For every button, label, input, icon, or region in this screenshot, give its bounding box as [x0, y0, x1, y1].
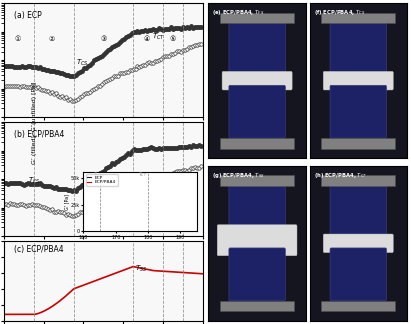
Text: (f) ECP/PBA4, $T_{CS}$: (f) ECP/PBA4, $T_{CS}$ — [314, 8, 365, 17]
Bar — [220, 13, 294, 23]
FancyBboxPatch shape — [217, 225, 297, 256]
FancyBboxPatch shape — [330, 248, 386, 301]
FancyBboxPatch shape — [229, 23, 285, 79]
Bar — [321, 301, 395, 311]
Text: (c) ECP/PBA4: (c) ECP/PBA4 — [14, 245, 64, 254]
Bar — [321, 175, 395, 186]
Bar — [220, 138, 294, 149]
FancyBboxPatch shape — [229, 85, 285, 138]
FancyBboxPatch shape — [323, 234, 393, 253]
Text: ②: ② — [48, 36, 55, 42]
FancyBboxPatch shape — [229, 248, 285, 301]
FancyBboxPatch shape — [330, 23, 386, 79]
Text: $T_{SS}$: $T_{SS}$ — [135, 263, 148, 273]
Text: ④: ④ — [144, 36, 150, 42]
Text: G’ (filled), G″(unfilled) [Pa]: G’ (filled), G″(unfilled) [Pa] — [32, 82, 37, 164]
Text: (e) ECP/PBA4, $T_{FS}$: (e) ECP/PBA4, $T_{FS}$ — [212, 8, 265, 17]
Text: (a) ECP: (a) ECP — [14, 11, 42, 20]
Bar — [321, 138, 395, 149]
FancyBboxPatch shape — [323, 71, 393, 90]
Text: $T_{FS}$: $T_{FS}$ — [28, 176, 40, 186]
FancyBboxPatch shape — [229, 186, 285, 242]
Text: $T_{CS}$: $T_{CS}$ — [76, 57, 88, 67]
Text: (h) ECP/PBA4, $T_{CT}$: (h) ECP/PBA4, $T_{CT}$ — [314, 170, 367, 179]
Text: $T_{CT}$: $T_{CT}$ — [152, 32, 165, 42]
FancyBboxPatch shape — [330, 85, 386, 138]
Bar — [321, 13, 395, 23]
Text: ⑤: ⑤ — [170, 36, 176, 42]
Text: ①: ① — [15, 36, 21, 42]
Text: (g) ECP/PBA4, $T_{SS}$: (g) ECP/PBA4, $T_{SS}$ — [212, 170, 265, 179]
Bar — [220, 301, 294, 311]
Text: (b) ECP/PBA4: (b) ECP/PBA4 — [14, 130, 65, 139]
Text: ③: ③ — [100, 36, 106, 42]
FancyBboxPatch shape — [222, 71, 292, 90]
FancyBboxPatch shape — [330, 186, 386, 242]
Bar — [220, 175, 294, 186]
